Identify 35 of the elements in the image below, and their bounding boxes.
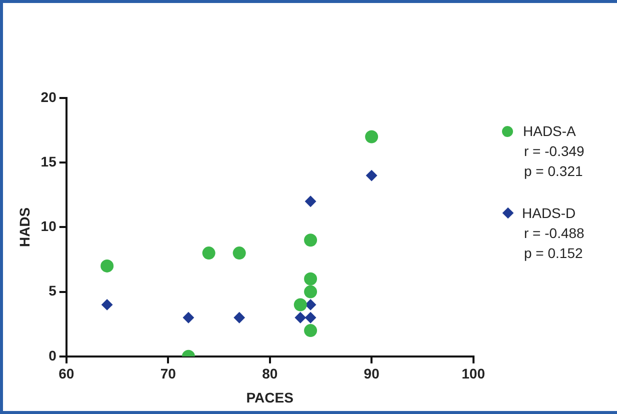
point [304, 234, 318, 247]
legend-label: HADS-A [523, 122, 576, 141]
point [202, 246, 216, 260]
y-tick-label: 5 [48, 282, 57, 299]
text: p = 0.321 [523, 162, 584, 181]
point [305, 299, 316, 310]
point [102, 299, 113, 310]
point [304, 285, 318, 298]
y-tick-label: 0 [48, 347, 57, 364]
y-tick-label: 20 [40, 88, 57, 105]
point [365, 130, 378, 144]
y-tick-label: 15 [40, 153, 57, 170]
x-tick-label: 70 [160, 366, 176, 382]
point [232, 246, 246, 260]
point [294, 312, 306, 324]
x-tick-label: 90 [364, 366, 380, 382]
point [100, 259, 114, 272]
text: r = -0.349 [523, 142, 586, 161]
x-tick-label: 100 [462, 366, 486, 382]
y-axis-title: HADS [16, 207, 32, 248]
point [182, 312, 194, 324]
point [234, 312, 245, 324]
y-tick-label: 10 [40, 218, 57, 234]
point [304, 324, 318, 338]
point [304, 272, 318, 286]
x-tick-label: 80 [262, 366, 278, 382]
x-axis-title: PACES [246, 389, 294, 406]
point [366, 170, 378, 182]
x-tick-label: 60 [58, 366, 74, 382]
point [305, 312, 316, 324]
text: p = 0.152 [523, 244, 584, 263]
point [294, 298, 307, 312]
legend-label: HADS-D [522, 204, 576, 223]
text: r = -0.488 [523, 224, 586, 243]
point [305, 196, 316, 207]
